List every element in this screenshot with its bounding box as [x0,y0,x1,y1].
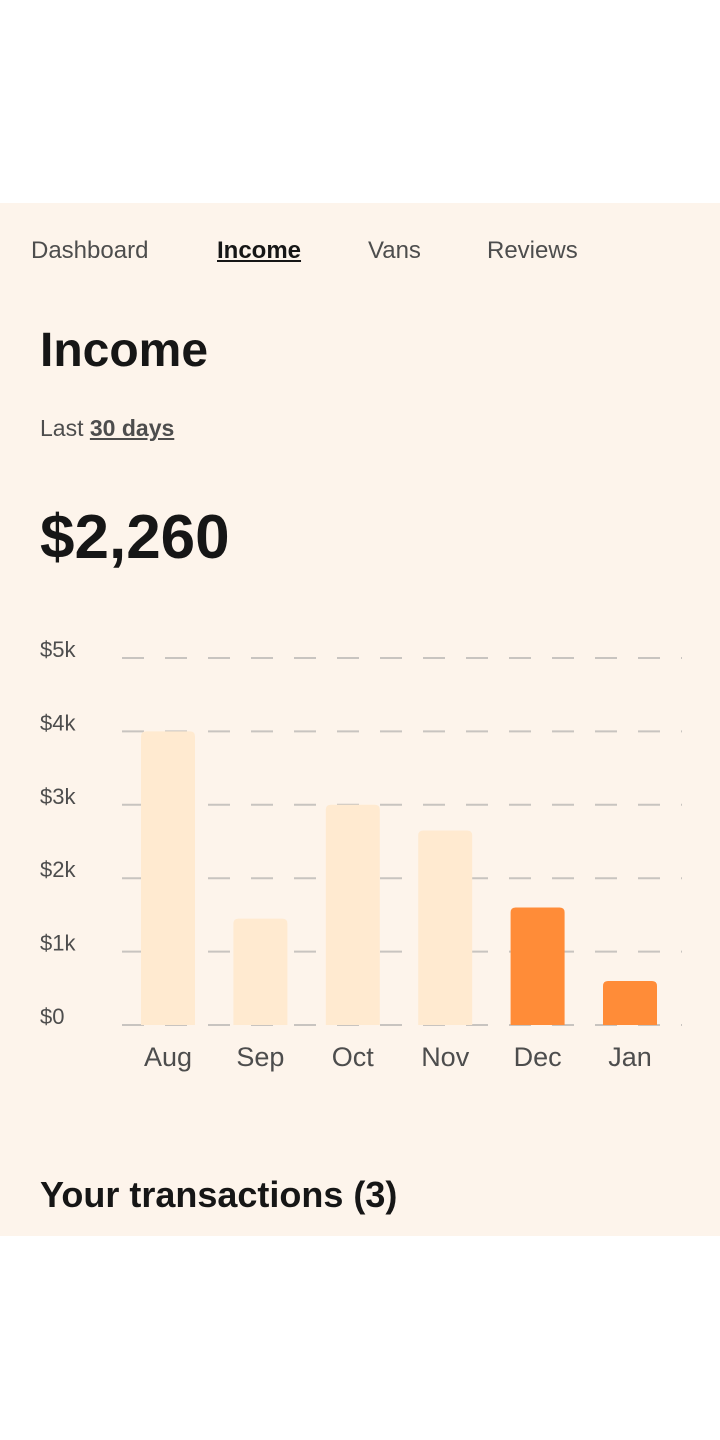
income-panel: Dashboard Income Vans Reviews Income Las… [0,203,720,1236]
host-nav: Dashboard Income Vans Reviews [0,203,720,303]
x-tick-label: Oct [332,1042,375,1072]
x-tick-label: Sep [236,1042,284,1072]
x-tick-label: Dec [514,1042,562,1072]
income-bar-chart: $0 $1k $2k $3k $4k $5k Aug Sep Oct Nov Dec Jan [40,637,682,1072]
period-prefix: Last [40,415,84,441]
y-tick-label: $1k [40,931,76,956]
period-line: Last 30 days [40,413,174,443]
bar-jan [603,980,657,1025]
y-tick-label: $0 [40,1004,64,1029]
bar-oct [325,804,380,1025]
nav-link-vans[interactable]: Vans [368,237,421,264]
x-tick-label: Aug [144,1042,192,1072]
nav-link-reviews[interactable]: Reviews [487,237,578,264]
income-amount: $2,260 [40,503,230,572]
bar-aug [141,731,195,1025]
period-link[interactable]: 30 days [89,415,175,441]
page-title: Income [40,324,209,377]
nav-link-dashboard[interactable]: Dashboard [31,237,149,264]
transactions-heading: Your transactions (3) [40,1174,398,1215]
nav-link-income[interactable]: Income [217,237,302,264]
y-tick-label: $5k [40,637,76,662]
y-tick-label: $4k [40,710,76,735]
x-tick-label: Nov [421,1042,470,1072]
y-tick-label: $2k [40,857,76,882]
bar-nov [418,830,473,1025]
y-tick-label: $3k [40,784,76,809]
bar-dec [510,907,565,1025]
bar-sep [233,918,288,1025]
x-tick-label: Jan [608,1042,652,1072]
